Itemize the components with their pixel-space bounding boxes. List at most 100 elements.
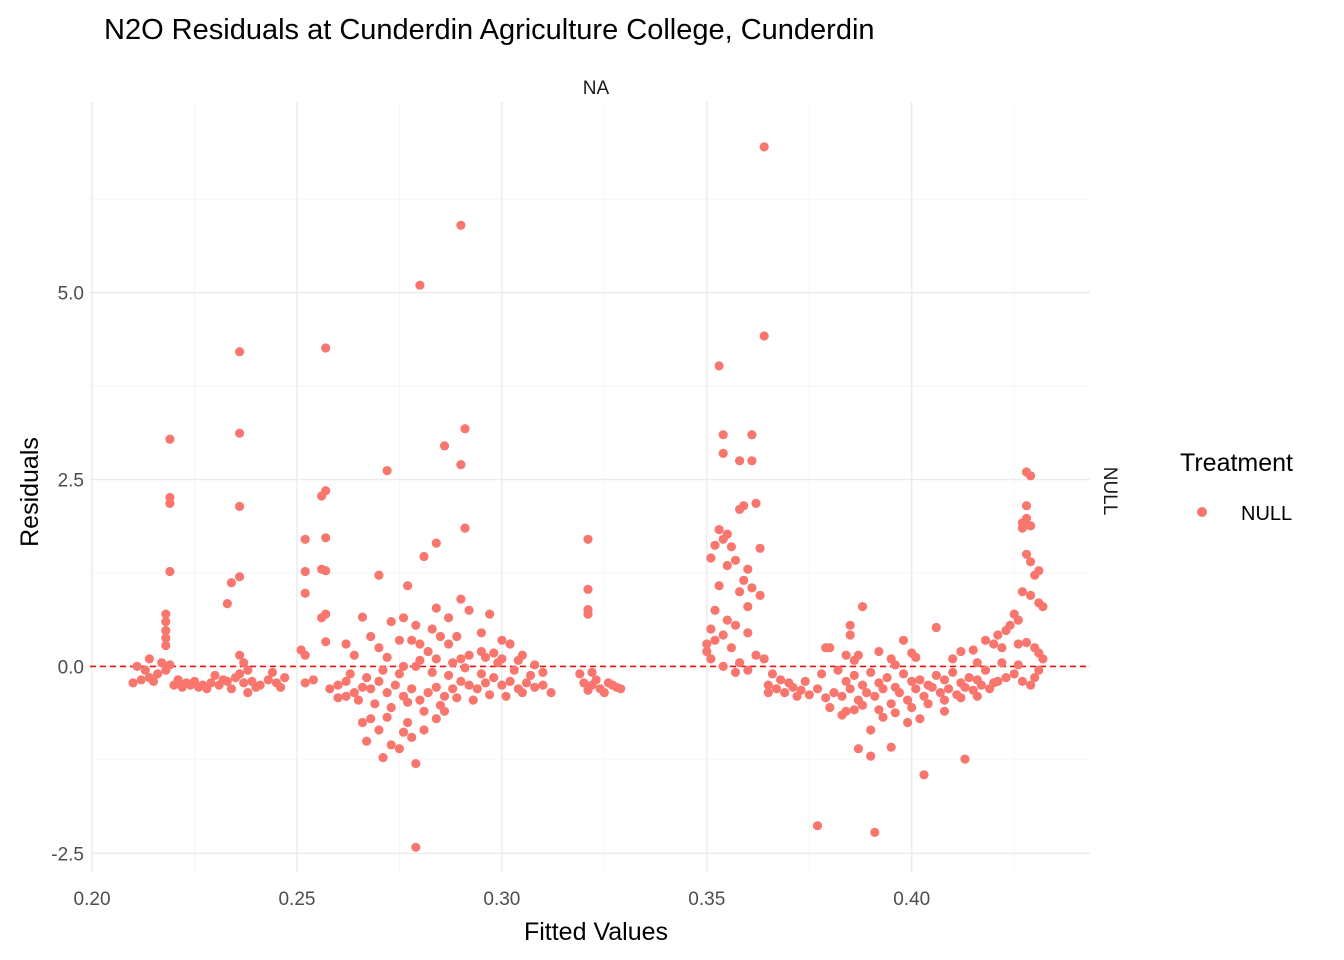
data-point bbox=[464, 680, 474, 690]
data-point bbox=[903, 717, 913, 728]
data-point bbox=[161, 625, 171, 636]
data-point bbox=[476, 669, 486, 679]
data-point bbox=[776, 675, 786, 685]
data-point bbox=[374, 676, 384, 687]
data-point bbox=[968, 645, 978, 655]
data-point bbox=[386, 617, 396, 627]
data-point bbox=[276, 682, 286, 692]
data-point bbox=[706, 624, 716, 634]
data-point bbox=[718, 661, 728, 672]
data-point bbox=[874, 705, 884, 715]
data-point bbox=[718, 630, 728, 640]
data-point bbox=[964, 673, 974, 683]
data-point bbox=[735, 658, 745, 668]
legend-label-null: NULL bbox=[1241, 503, 1292, 525]
data-point bbox=[513, 655, 523, 666]
data-point bbox=[366, 684, 376, 694]
data-point bbox=[730, 555, 741, 565]
data-point bbox=[726, 542, 737, 552]
data-point bbox=[345, 669, 355, 679]
data-point bbox=[235, 347, 245, 357]
data-point bbox=[890, 708, 900, 718]
data-point bbox=[841, 650, 851, 660]
data-point bbox=[886, 742, 896, 752]
data-point bbox=[583, 584, 593, 595]
data-point bbox=[1026, 590, 1036, 601]
data-point bbox=[915, 714, 925, 724]
data-point bbox=[374, 643, 384, 653]
data-point bbox=[349, 650, 359, 660]
data-point bbox=[587, 667, 597, 678]
data-point bbox=[411, 842, 421, 852]
data-point bbox=[956, 646, 966, 657]
data-point bbox=[767, 669, 778, 679]
data-point bbox=[448, 658, 458, 668]
data-point bbox=[710, 605, 720, 615]
data-point bbox=[747, 583, 757, 593]
y-tick-label: -2.5 bbox=[51, 844, 84, 865]
data-point bbox=[751, 650, 761, 660]
data-point bbox=[300, 534, 310, 544]
data-point bbox=[706, 553, 716, 563]
data-point bbox=[370, 699, 380, 709]
data-point bbox=[1021, 501, 1032, 511]
data-point bbox=[1026, 471, 1036, 481]
data-point bbox=[763, 680, 773, 690]
data-point bbox=[599, 688, 609, 698]
data-point bbox=[579, 678, 589, 688]
x-axis-tick-labels: 0.20 0.25 0.30 0.35 0.40 bbox=[74, 889, 931, 910]
x-tick-label: 0.30 bbox=[483, 889, 520, 910]
data-point bbox=[735, 504, 745, 514]
chart-title: N2O Residuals at Cunderdin Agriculture C… bbox=[104, 14, 875, 46]
data-point bbox=[771, 684, 782, 694]
data-point bbox=[501, 691, 511, 701]
data-point bbox=[923, 680, 933, 690]
data-point bbox=[841, 706, 851, 716]
data-point bbox=[833, 665, 843, 675]
legend-key-null bbox=[1197, 507, 1207, 517]
legend-title: Treatment bbox=[1180, 449, 1293, 477]
data-point bbox=[415, 639, 425, 649]
data-point bbox=[411, 620, 421, 630]
data-point bbox=[280, 673, 290, 683]
data-point bbox=[161, 617, 171, 627]
data-point bbox=[349, 688, 359, 698]
data-point bbox=[997, 643, 1007, 653]
data-point bbox=[714, 361, 724, 371]
y-tick-label: 0.0 bbox=[58, 657, 84, 678]
data-point bbox=[222, 599, 232, 609]
data-point bbox=[702, 639, 712, 649]
data-point bbox=[882, 673, 892, 683]
data-point bbox=[1013, 639, 1023, 649]
data-point bbox=[407, 732, 417, 743]
data-point bbox=[382, 652, 392, 663]
data-point bbox=[439, 691, 450, 701]
data-point bbox=[407, 635, 417, 645]
data-point bbox=[403, 581, 413, 591]
data-point bbox=[243, 665, 253, 675]
data-point bbox=[382, 466, 392, 476]
data-point bbox=[1013, 660, 1023, 670]
data-point bbox=[366, 714, 376, 724]
data-point bbox=[333, 693, 343, 703]
data-point bbox=[480, 652, 491, 663]
data-point bbox=[1021, 549, 1032, 559]
data-point bbox=[239, 658, 249, 668]
data-point bbox=[714, 581, 724, 591]
data-point bbox=[398, 661, 409, 672]
data-point bbox=[817, 669, 827, 679]
data-point bbox=[730, 667, 741, 678]
data-point bbox=[821, 693, 831, 703]
data-point bbox=[759, 142, 769, 152]
data-point bbox=[333, 680, 343, 690]
data-points bbox=[128, 142, 1048, 852]
data-point bbox=[1021, 637, 1032, 648]
facet-top-strip-label: NA bbox=[583, 78, 610, 99]
data-point bbox=[460, 663, 470, 673]
data-point bbox=[870, 827, 880, 838]
data-point bbox=[444, 613, 454, 623]
data-point bbox=[435, 700, 445, 710]
data-point bbox=[321, 637, 331, 647]
data-point bbox=[235, 428, 245, 438]
